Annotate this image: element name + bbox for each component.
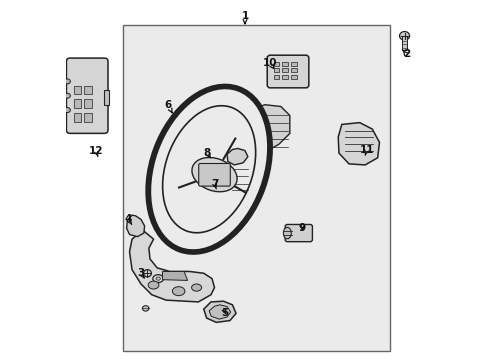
Ellipse shape [399, 32, 410, 40]
Polygon shape [126, 215, 145, 237]
Bar [402, 36, 407, 50]
Bar [291, 62, 296, 66]
Bar [291, 75, 296, 78]
Bar [282, 62, 288, 66]
Bar [84, 113, 92, 122]
Bar [84, 99, 92, 108]
FancyBboxPatch shape [285, 225, 313, 242]
Polygon shape [227, 148, 248, 165]
Text: 4: 4 [125, 215, 132, 224]
Polygon shape [204, 301, 236, 322]
Bar [123, 25, 390, 351]
Text: 8: 8 [204, 148, 211, 158]
Bar [274, 62, 279, 66]
Ellipse shape [144, 270, 151, 277]
Polygon shape [209, 305, 231, 319]
Polygon shape [245, 105, 290, 155]
Ellipse shape [192, 284, 201, 291]
Ellipse shape [192, 157, 237, 192]
Text: 12: 12 [89, 146, 103, 157]
Text: 3: 3 [137, 268, 145, 278]
Polygon shape [231, 164, 248, 197]
Text: 10: 10 [263, 58, 277, 68]
Ellipse shape [65, 79, 71, 84]
Ellipse shape [149, 88, 269, 251]
Ellipse shape [65, 93, 71, 98]
Text: 7: 7 [211, 179, 218, 189]
Ellipse shape [172, 287, 185, 296]
Text: 2: 2 [403, 49, 410, 59]
Ellipse shape [65, 108, 71, 113]
Ellipse shape [156, 277, 160, 280]
Bar [291, 68, 296, 72]
Text: 6: 6 [164, 100, 172, 113]
Text: 11: 11 [360, 144, 374, 155]
Bar [274, 68, 279, 72]
Text: 5: 5 [221, 308, 229, 318]
Ellipse shape [148, 281, 159, 289]
Ellipse shape [151, 89, 267, 249]
Bar [282, 75, 288, 78]
Bar [74, 113, 81, 122]
Bar [274, 75, 279, 78]
Text: 1: 1 [242, 11, 248, 24]
Bar [282, 68, 288, 72]
Ellipse shape [143, 306, 149, 311]
Bar [74, 86, 81, 94]
FancyBboxPatch shape [67, 58, 108, 134]
Bar [74, 99, 81, 108]
Bar [84, 86, 92, 94]
Ellipse shape [283, 227, 291, 239]
Polygon shape [104, 90, 109, 105]
Polygon shape [129, 230, 215, 302]
FancyBboxPatch shape [267, 55, 309, 88]
FancyBboxPatch shape [199, 163, 230, 186]
Polygon shape [338, 123, 379, 165]
Text: 9: 9 [299, 224, 306, 233]
Polygon shape [163, 271, 188, 280]
